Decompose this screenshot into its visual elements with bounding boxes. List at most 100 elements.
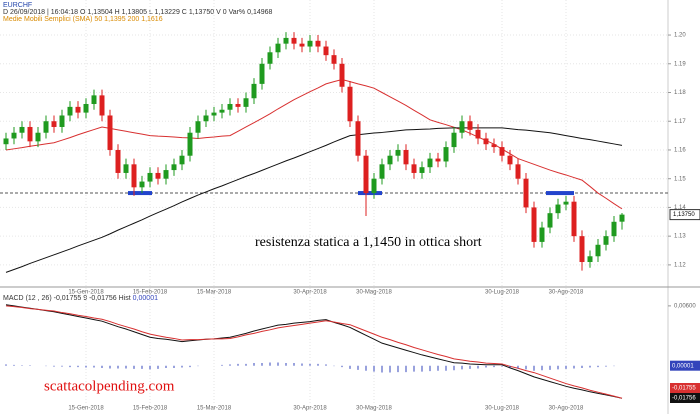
close: 1,13750 [189, 9, 214, 16]
candle-body [187, 132, 193, 156]
candle-body [67, 106, 73, 116]
candle-body [243, 98, 249, 107]
y-tick-label: 1.19 [674, 61, 686, 67]
sma-title: Medie Mobili Semplici (SMA) [3, 16, 92, 23]
candle-body [395, 149, 401, 156]
date: 26/09/2018 [10, 9, 45, 16]
candle-body [619, 214, 625, 222]
candle-body [611, 221, 617, 237]
x-tick-label: 15-Mar-2018 [197, 406, 232, 412]
candle-body [563, 201, 569, 205]
value-tag: -0,01755 [672, 386, 696, 392]
x-tick-label: 30-Mag-2018 [356, 290, 392, 296]
candle-body [315, 40, 321, 47]
candle-body [323, 46, 329, 56]
y-tick-label: 1.12 [674, 262, 686, 268]
macd-value: -0,01755 [54, 295, 82, 302]
candle-body [403, 149, 409, 165]
candle-body [131, 164, 137, 188]
candle-body [19, 126, 25, 133]
value-tag-box [670, 360, 700, 371]
candle-body [283, 37, 289, 44]
y-tick-label: 1.18 [674, 90, 686, 96]
x-tick-label: 15-Mar-2018 [197, 290, 232, 296]
candle-body [371, 178, 377, 194]
candle-body [99, 95, 105, 116]
x-tick-label: 30-Ago-2018 [549, 290, 584, 296]
candle-body [483, 138, 489, 145]
x-tick-label: 15-Feb-2018 [133, 290, 168, 296]
y-tick-label: 1.20 [674, 33, 686, 39]
candle-body [435, 158, 441, 162]
candle-body [115, 149, 121, 173]
candle-body [475, 129, 481, 139]
hist-title: Hist [119, 295, 131, 302]
y-tick-label: 1.16 [674, 148, 686, 154]
open-label: O [80, 9, 86, 16]
x-tick-label: 15-Feb-2018 [133, 406, 168, 412]
candle-body [531, 207, 537, 242]
period: D [3, 9, 8, 16]
candle-body [35, 132, 41, 142]
macd-line [5, 304, 623, 399]
candle-body [499, 147, 505, 156]
candle-body [539, 227, 545, 242]
value-tag-box [670, 383, 700, 393]
time: 16:04:18 [51, 9, 78, 16]
y-tick-label: 1.13 [674, 234, 686, 240]
candle-body [355, 121, 361, 156]
candle-body [155, 172, 161, 179]
candle-body [3, 138, 9, 145]
low: 1,13229 [155, 9, 180, 16]
x-tick-label: 15-Gen-2018 [68, 406, 104, 412]
quote-line: D 26/09/2018 | 16:04:18 O 1,13504 H 1,13… [3, 9, 273, 16]
price-tag-box [669, 209, 700, 221]
x-tick-label: 30-Apr-2018 [293, 406, 327, 412]
symbol: EURCHF [3, 2, 32, 9]
candle-body [387, 155, 393, 165]
candle-body [451, 132, 457, 148]
x-tick-label: 30-Lug-2018 [485, 406, 520, 412]
watermark: scattacolpending.com [44, 378, 175, 394]
value-tag-box [670, 393, 700, 403]
candle-body [419, 167, 425, 173]
candle-body [227, 103, 233, 110]
candle-body [259, 63, 265, 84]
signal-period: 9 [83, 295, 87, 302]
candle-body [171, 164, 177, 171]
candle-body [83, 103, 89, 113]
moving-average [5, 127, 623, 273]
hist-value: 0,00001 [133, 295, 158, 302]
candle-body [139, 181, 145, 188]
candle-body [411, 164, 417, 173]
sma-fast: 1,1395 [104, 16, 126, 23]
y-tick-label: 0,00600 [674, 303, 696, 309]
candle-body [515, 164, 521, 179]
high-label: H [115, 9, 120, 16]
resistance-marker [546, 191, 574, 196]
change: 0,14968 [247, 9, 272, 16]
x-tick-label: 30-Ago-2018 [549, 406, 584, 412]
candle-body [203, 115, 209, 122]
candle-body [43, 121, 49, 133]
candle-body [579, 236, 585, 263]
x-tick-label: 30-Mag-2018 [356, 406, 392, 412]
candle-body [459, 121, 465, 133]
value-tag: 0,00001 [672, 363, 694, 369]
candle-body [507, 155, 513, 165]
candle-body [595, 244, 601, 257]
candle-body [147, 172, 153, 182]
candle-body [491, 144, 497, 148]
candle-body [587, 256, 593, 263]
annotation: resistenza statica a 1,1450 in ottica sh… [255, 235, 482, 250]
candle-body [211, 112, 217, 116]
candle-body [331, 55, 337, 64]
candle-body [107, 115, 113, 150]
candle-body [299, 43, 305, 47]
candle-body [123, 164, 129, 173]
candle-body [251, 83, 257, 99]
candle-body [547, 213, 553, 228]
candle-body [555, 204, 561, 214]
